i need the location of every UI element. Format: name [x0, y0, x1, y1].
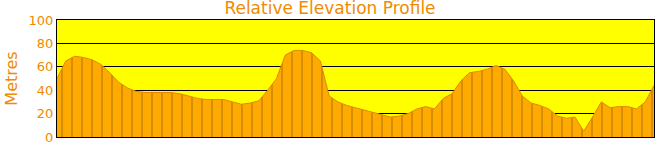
svg-text:60: 60: [37, 59, 54, 74]
svg-text:Metres: Metres: [2, 51, 21, 105]
svg-text:20: 20: [37, 106, 54, 121]
svg-text:80: 80: [37, 36, 54, 51]
svg-text:40: 40: [37, 83, 54, 98]
svg-text:Relative Elevation Profile: Relative Elevation Profile: [224, 0, 435, 18]
svg-text:0: 0: [45, 130, 53, 145]
svg-text:100: 100: [29, 13, 54, 28]
